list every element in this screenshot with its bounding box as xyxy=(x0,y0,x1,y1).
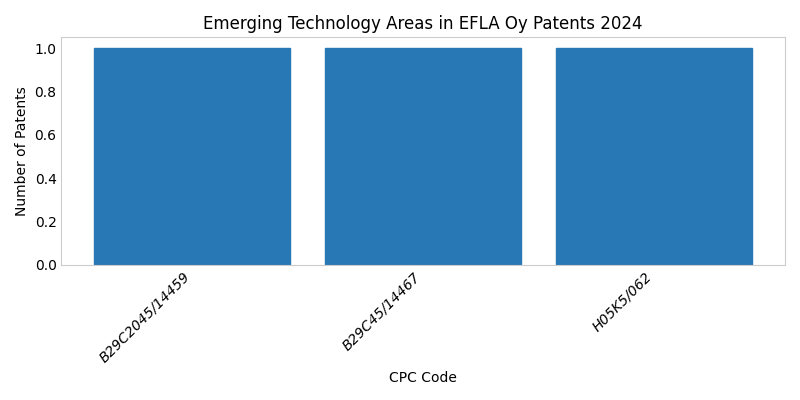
Bar xyxy=(556,48,752,265)
Bar xyxy=(94,48,290,265)
Y-axis label: Number of Patents: Number of Patents xyxy=(15,86,29,216)
Bar xyxy=(325,48,522,265)
Title: Emerging Technology Areas in EFLA Oy Patents 2024: Emerging Technology Areas in EFLA Oy Pat… xyxy=(203,15,643,33)
X-axis label: CPC Code: CPC Code xyxy=(390,371,457,385)
